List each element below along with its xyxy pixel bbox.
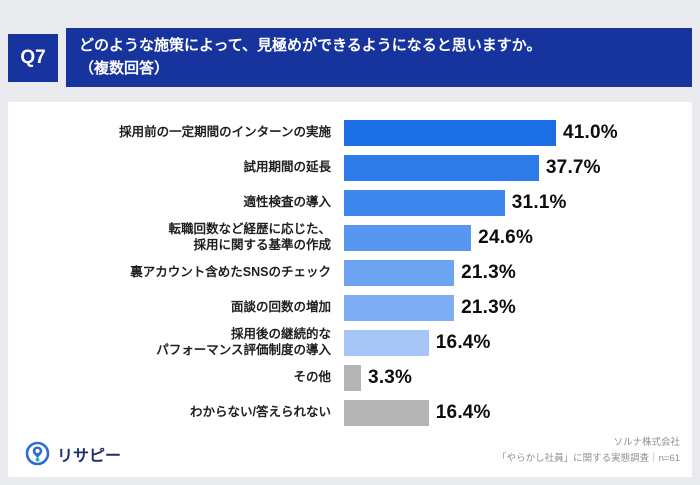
chart-row: 面談の回数の増加 21.3% (14, 290, 682, 325)
magnifier-pin-icon (24, 440, 51, 467)
bar-track: 21.3% (344, 259, 682, 286)
bar (344, 119, 556, 146)
bar (344, 399, 429, 426)
chart-row: 裏アカウント含めたSNSのチェック 21.3% (14, 255, 682, 290)
chart-rows: 採用前の一定期間のインターンの実施 41.0% 試用期間の延長 37.7% 適性検査の導… (14, 115, 682, 430)
bar-track: 31.1% (344, 189, 682, 216)
question-number-label: Q7 (20, 46, 46, 68)
chart-row: 採用後の継続的な パフォーマンス評価制度の導入 16.4% (14, 325, 682, 360)
source-text: ソルナ株式会社 「やらかし社員」に関する実態調査｜n=61 (497, 435, 680, 467)
category-label: 試用期間の延長 (243, 159, 331, 174)
bar-track: 37.7% (344, 154, 682, 181)
header: Q7 どのような施策によって、見極めができるようになると思いますか。 （複数回答… (8, 28, 692, 87)
source-survey: 「やらかし社員」に関する実態調査｜n=61 (497, 452, 680, 464)
bar (344, 364, 362, 391)
value-label: 37.7% (545, 156, 601, 178)
value-label: 24.6% (478, 226, 534, 248)
chart-row: その他 3.3% (14, 360, 682, 395)
category-label: 面談の回数の増加 (230, 299, 331, 314)
bar (344, 154, 539, 181)
bar-track: 21.3% (344, 294, 682, 321)
chart-row: わからない/答えられない 16.4% (14, 395, 682, 430)
chart-row: 転職回数など経歴に応じた、 採用に関する基準の作成 24.6% (14, 220, 682, 255)
bar (344, 189, 505, 216)
value-label: 21.3% (461, 296, 516, 318)
question-title-banner: どのような施策によって、見極めができるようになると思いますか。 （複数回答） (66, 28, 692, 87)
question-number-badge: Q7 (8, 33, 58, 82)
value-label: 21.3% (461, 261, 516, 283)
bar (344, 329, 429, 356)
category-label: その他 (293, 369, 331, 384)
value-label: 16.4% (435, 331, 491, 353)
bar-track: 3.3% (344, 364, 682, 391)
value-label: 31.1% (511, 191, 567, 213)
value-label: 41.0% (562, 121, 618, 143)
bar-track: 24.6% (344, 224, 682, 251)
category-label: 採用前の一定期間のインターンの実施 (119, 124, 331, 139)
category-label: 適性検査の導入 (243, 194, 331, 209)
category-label: 転職回数など経歴に応じた、 採用に関する基準の作成 (168, 221, 331, 252)
chart-panel: 採用前の一定期間のインターンの実施 41.0% 試用期間の延長 37.7% 適性検査の導… (8, 102, 692, 477)
category-label: わからない/答えられない (190, 404, 331, 419)
logo: リサピー (24, 440, 121, 467)
bar (344, 294, 455, 321)
bar (344, 259, 455, 286)
value-label: 16.4% (435, 401, 491, 423)
bar-track: 16.4% (344, 399, 682, 426)
footer: リサピー ソルナ株式会社 「やらかし社員」に関する実態調査｜n=61 (24, 435, 680, 467)
bar-track: 41.0% (344, 119, 682, 146)
question-title-line2: （複数回答） (79, 59, 170, 77)
source-company: ソルナ株式会社 (613, 436, 680, 448)
bar-track: 16.4% (344, 329, 682, 356)
chart-row: 適性検査の導入 31.1% (14, 185, 682, 220)
category-label: 裏アカウント含めたSNSのチェック (130, 264, 331, 279)
value-label: 3.3% (368, 366, 413, 388)
category-label: 採用後の継続的な パフォーマンス評価制度の導入 (156, 326, 331, 357)
chart-row: 採用前の一定期間のインターンの実施 41.0% (14, 115, 682, 150)
logo-text: リサピー (57, 447, 122, 465)
bar (344, 224, 472, 251)
question-title-line1: どのような施策によって、見極めができるようになると思いますか。 (79, 37, 542, 54)
chart-row: 試用期間の延長 37.7% (14, 150, 682, 185)
